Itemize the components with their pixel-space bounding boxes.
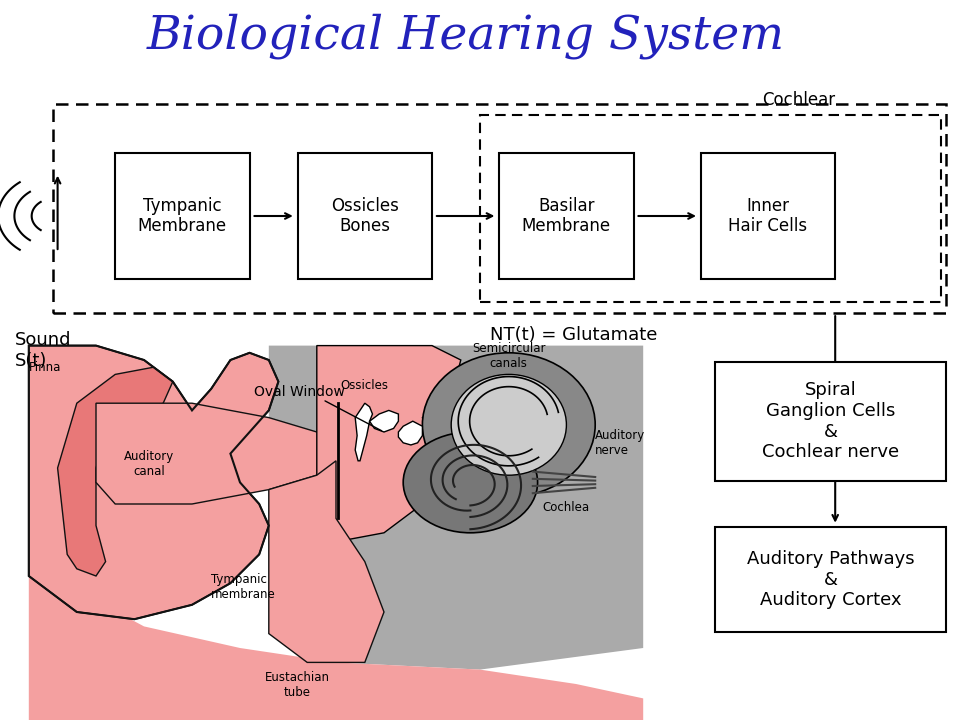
Text: Cochlear: Cochlear <box>762 91 835 109</box>
Text: Auditory
canal: Auditory canal <box>124 451 174 478</box>
Text: Inner
Hair Cells: Inner Hair Cells <box>729 197 807 235</box>
Ellipse shape <box>403 432 538 533</box>
Text: Sound
S(t): Sound S(t) <box>14 331 71 370</box>
Polygon shape <box>29 562 643 720</box>
Text: Tympanic
membrane: Tympanic membrane <box>211 573 276 600</box>
Polygon shape <box>370 410 398 432</box>
Ellipse shape <box>422 353 595 497</box>
Bar <box>480 115 941 302</box>
Bar <box>298 153 432 279</box>
Bar <box>53 104 946 313</box>
Text: Oval Window: Oval Window <box>254 385 346 400</box>
Text: Pinna: Pinna <box>29 361 61 374</box>
Bar <box>499 153 634 279</box>
Text: Ossicles: Ossicles <box>341 379 389 392</box>
Polygon shape <box>29 346 278 619</box>
Ellipse shape <box>451 374 566 475</box>
Polygon shape <box>317 346 461 540</box>
Polygon shape <box>269 346 643 670</box>
Text: Cochlea: Cochlea <box>542 501 589 514</box>
Polygon shape <box>269 461 384 662</box>
Polygon shape <box>355 403 372 461</box>
Text: Ossicles
Bones: Ossicles Bones <box>331 197 398 235</box>
Text: Auditory
nerve: Auditory nerve <box>595 429 645 456</box>
Text: Tympanic
Membrane: Tympanic Membrane <box>138 197 227 235</box>
Polygon shape <box>398 421 422 445</box>
Bar <box>715 527 946 632</box>
Text: Semicircular
canals: Semicircular canals <box>472 343 545 370</box>
Text: Basilar
Membrane: Basilar Membrane <box>522 197 611 235</box>
Text: Auditory Pathways
&
Auditory Cortex: Auditory Pathways & Auditory Cortex <box>747 550 914 609</box>
Polygon shape <box>58 367 173 576</box>
Text: Biological Hearing System: Biological Hearing System <box>147 13 784 59</box>
Polygon shape <box>96 403 336 504</box>
Bar <box>115 153 250 279</box>
Bar <box>715 362 946 481</box>
Text: NT(t) = Glutamate: NT(t) = Glutamate <box>490 325 657 343</box>
Text: Eustachian
tube: Eustachian tube <box>265 672 330 699</box>
Text: Spiral
Ganglion Cells
&
Cochlear nerve: Spiral Ganglion Cells & Cochlear nerve <box>762 381 899 462</box>
Bar <box>701 153 835 279</box>
